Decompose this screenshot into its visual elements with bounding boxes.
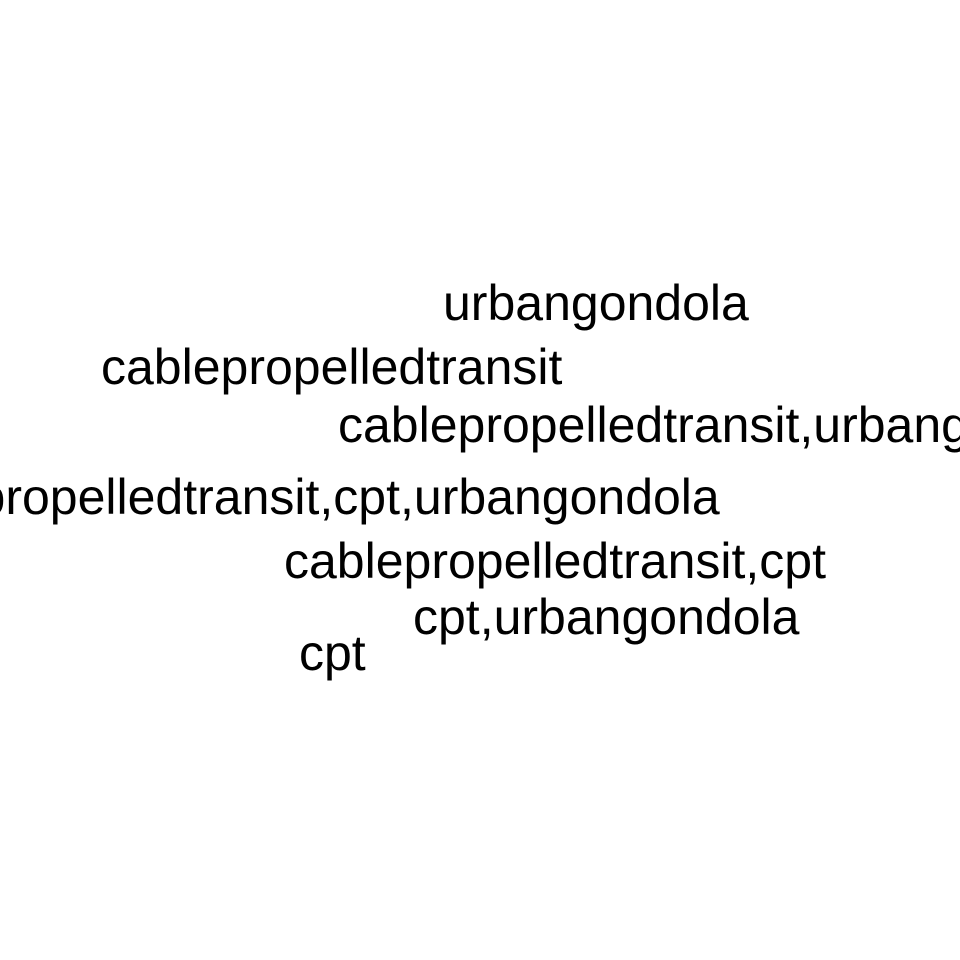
word-cablepropelledtransit-urbangondola: cablepropelledtransit,urbangondola xyxy=(338,397,960,453)
word-cablepropelledtransit-cpt: cablepropelledtransit,cpt xyxy=(284,533,826,589)
word-cablepropelledtransit-cpt-urbangondola: cablepropelledtransit,cpt,urbangondola xyxy=(0,469,720,525)
word-urbangondola: urbangondola xyxy=(443,275,749,331)
word-cpt: cpt xyxy=(299,625,366,681)
word-cpt-urbangondola: cpt,urbangondola xyxy=(413,589,800,645)
word-cablepropelledtransit: cablepropelledtransit xyxy=(101,339,563,395)
